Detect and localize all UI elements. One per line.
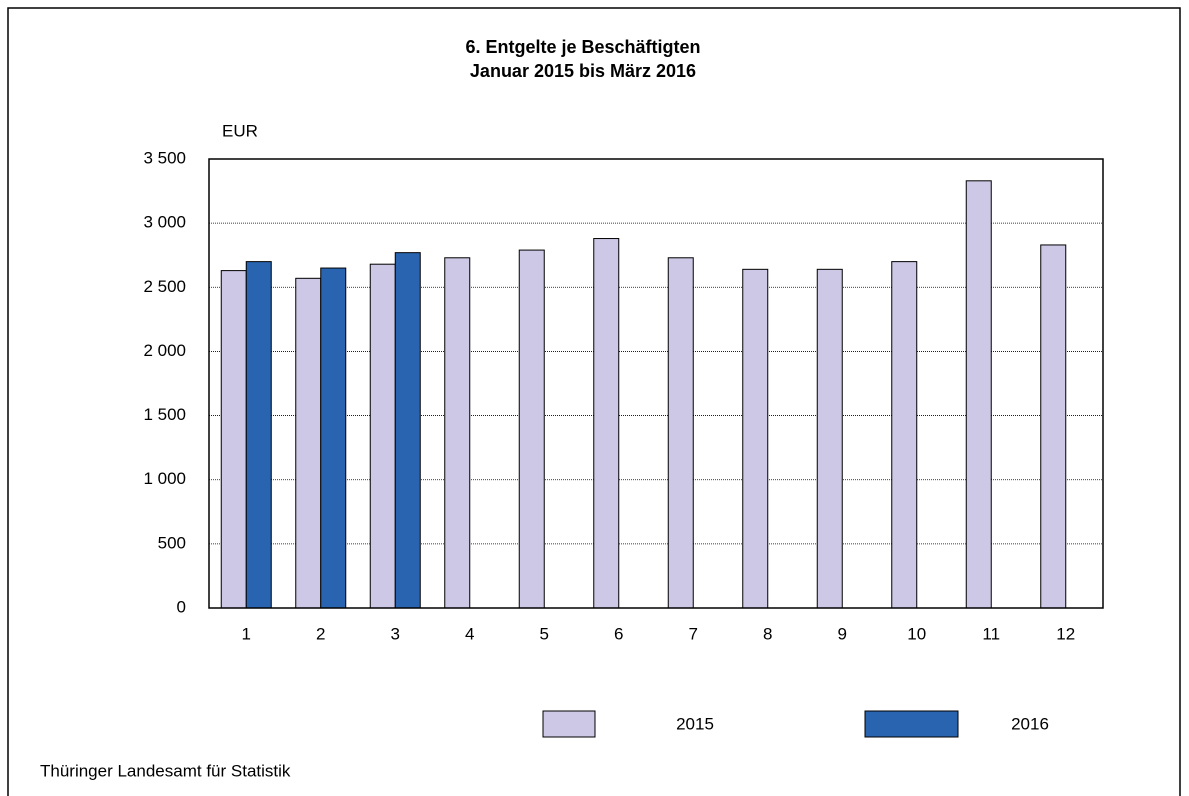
x-tick-label: 10 <box>907 624 926 643</box>
chart-subtitle: Januar 2015 bis März 2016 <box>470 61 696 81</box>
x-tick-label: 1 <box>242 624 251 643</box>
x-tick-label: 11 <box>982 624 1000 643</box>
bar <box>220 270 247 609</box>
bar <box>320 267 347 609</box>
x-tick-label: 7 <box>689 624 698 643</box>
bar <box>1040 244 1067 609</box>
bar <box>394 252 421 609</box>
legend-label: 2016 <box>1011 714 1049 733</box>
x-tick-label: 4 <box>465 624 474 643</box>
bar <box>518 249 545 609</box>
bar <box>667 257 694 609</box>
x-tick-label: 9 <box>838 624 847 643</box>
x-tick-label: 3 <box>391 624 400 643</box>
bar <box>369 263 396 609</box>
legend-swatch <box>864 710 959 738</box>
x-tick-label: 5 <box>540 624 549 643</box>
frame <box>7 7 1181 796</box>
y-axis-label: EUR <box>222 121 258 140</box>
y-tick-label: 3 000 <box>143 213 186 232</box>
y-tick-label: 1 500 <box>143 405 186 424</box>
bar <box>444 257 471 609</box>
y-tick-label: 1 000 <box>143 469 186 488</box>
x-tick-label: 2 <box>316 624 325 643</box>
y-tick-label: 2 000 <box>143 341 186 360</box>
bar <box>816 268 843 609</box>
y-tick-label: 0 <box>177 597 186 616</box>
y-tick-label: 2 500 <box>143 277 186 296</box>
bar <box>593 238 620 609</box>
source: Thüringer Landesamt für Statistik <box>40 761 291 780</box>
y-tick-label: 500 <box>158 533 186 552</box>
x-tick-label: 12 <box>1056 624 1075 643</box>
legend-label: 2015 <box>676 714 714 733</box>
bar <box>245 261 272 609</box>
bar <box>965 180 992 609</box>
bar <box>891 261 918 609</box>
bar <box>742 268 769 609</box>
x-tick-label: 8 <box>763 624 772 643</box>
bar <box>295 277 322 609</box>
y-tick-label: 3 500 <box>143 148 186 167</box>
plot-area <box>208 158 1104 609</box>
x-tick-label: 6 <box>614 624 623 643</box>
legend-swatch <box>542 710 596 738</box>
chart-title: 6. Entgelte je Beschäftigten <box>465 37 700 57</box>
